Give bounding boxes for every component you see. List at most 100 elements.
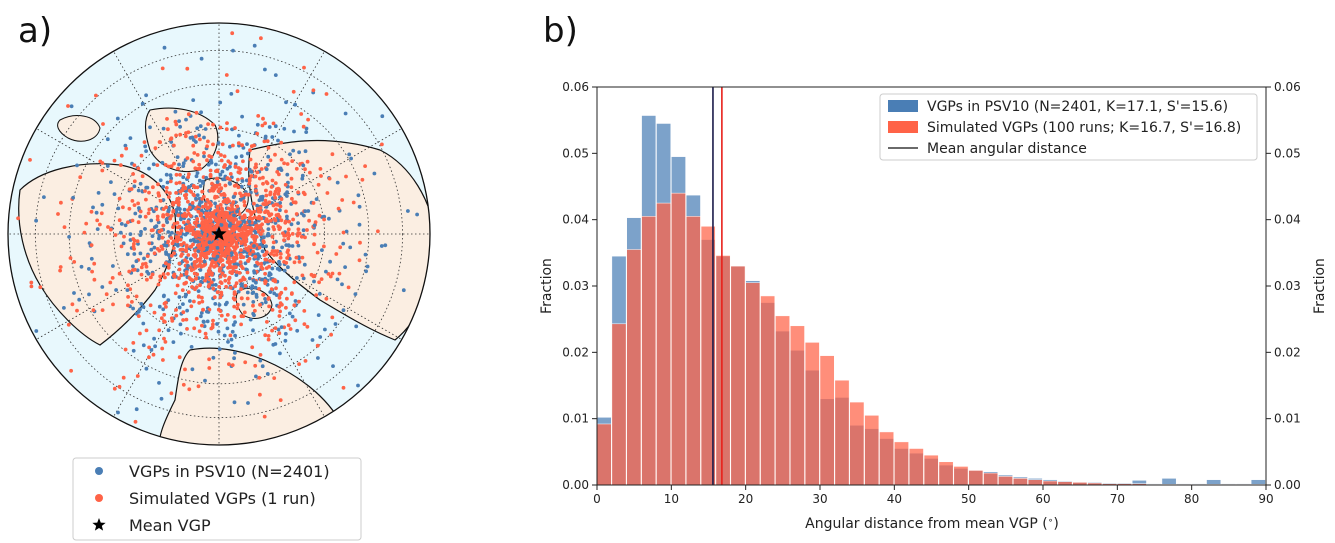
- vgp-point: [158, 140, 163, 145]
- vgp-point: [157, 381, 161, 385]
- vgp-point: [255, 203, 259, 208]
- vgp-point: [145, 269, 150, 274]
- vgp-point: [208, 168, 213, 173]
- simulated-bar: [968, 470, 984, 486]
- vgp-point: [316, 356, 320, 360]
- vgp-point: [268, 258, 272, 263]
- vgp-point: [177, 200, 181, 204]
- vgp-point: [123, 143, 128, 148]
- vgp-point: [179, 273, 184, 278]
- vgp-point: [267, 264, 271, 269]
- vgp-point: [264, 188, 268, 193]
- vgp-point: [265, 209, 270, 214]
- vgp-point: [159, 244, 164, 249]
- vgp-point: [177, 261, 182, 266]
- map-legend-label-simulated: Simulated VGPs (1 run): [129, 489, 316, 508]
- vgp-point: [303, 359, 308, 363]
- vgp-point: [224, 225, 229, 230]
- vgp-point: [246, 401, 250, 405]
- vgp-point: [275, 202, 280, 207]
- vgp-point: [354, 324, 359, 329]
- vgp-point: [167, 195, 171, 199]
- vgp-point: [200, 237, 204, 242]
- vgp-point: [401, 288, 406, 293]
- vgp-point: [38, 285, 43, 290]
- vgp-point: [227, 262, 232, 267]
- vgp-point: [133, 419, 138, 424]
- vgp-point: [236, 177, 240, 182]
- vgp-point: [247, 276, 252, 281]
- vgp-point: [169, 140, 174, 144]
- vgp-point: [278, 255, 283, 260]
- vgp-point: [230, 127, 235, 132]
- vgp-point: [192, 271, 197, 276]
- vgp-point: [117, 384, 122, 389]
- vgp-point: [260, 249, 265, 254]
- vgp-point: [77, 297, 82, 302]
- vgp-point: [147, 166, 151, 171]
- vgp-point: [146, 211, 151, 216]
- vgp-point: [183, 193, 187, 198]
- vgp-point: [261, 292, 265, 297]
- vgp-point: [184, 249, 189, 254]
- vgp-point: [235, 235, 240, 240]
- vgp-point: [289, 176, 294, 181]
- vgp-point: [225, 197, 230, 201]
- vgp-point: [239, 184, 244, 189]
- vgp-point: [299, 234, 304, 239]
- vgp-point: [230, 216, 234, 221]
- vgp-point: [266, 297, 271, 301]
- vgp-point: [169, 213, 174, 218]
- simulated-bar: [834, 379, 850, 486]
- vgp-point: [143, 227, 147, 231]
- vgp-point: [284, 209, 288, 214]
- vgp-point: [177, 119, 182, 123]
- vgp-point: [211, 318, 215, 323]
- vgp-point: [262, 235, 266, 240]
- vgp-point: [225, 176, 230, 180]
- vgp-point: [227, 181, 232, 185]
- vgp-point: [237, 133, 241, 138]
- vgp-point: [263, 67, 267, 72]
- vgp-point: [227, 235, 232, 240]
- vgp-point: [239, 240, 244, 244]
- vgp-point: [121, 375, 126, 380]
- vgp-point: [204, 214, 209, 219]
- vgp-point: [175, 283, 180, 288]
- vgp-point: [161, 126, 166, 131]
- vgp-point: [273, 152, 277, 157]
- vgp-point: [244, 246, 248, 251]
- vgp-point: [143, 214, 148, 219]
- vgp-point: [198, 268, 203, 272]
- vgp-point: [204, 229, 208, 234]
- vgp-point: [178, 124, 183, 129]
- vgp-point: [151, 162, 156, 167]
- vgp-point: [116, 206, 121, 211]
- vgp-point: [232, 213, 236, 218]
- vgp-point: [195, 217, 200, 221]
- vgp-point: [286, 236, 291, 241]
- vgp-point: [201, 244, 206, 249]
- vgp-point: [202, 263, 207, 267]
- vgp-point: [320, 248, 324, 253]
- vgp-point: [114, 288, 118, 292]
- vgp-point: [148, 125, 152, 130]
- vgp-point: [167, 263, 171, 267]
- vgp-point: [199, 252, 204, 256]
- vgp-point: [89, 256, 94, 261]
- vgp-point: [205, 309, 209, 314]
- y-tick-label-left: 0.02: [562, 345, 589, 359]
- vgp-point: [243, 360, 248, 365]
- vgp-point: [149, 228, 154, 233]
- vgp-point: [164, 186, 169, 190]
- map-legend-label-mean: Mean VGP: [129, 516, 211, 535]
- legend-label-simulated: Simulated VGPs (100 runs; K=16.7, S'=16.…: [927, 120, 1241, 136]
- vgp-point: [174, 133, 179, 138]
- vgp-point: [200, 323, 204, 328]
- vgp-point: [236, 289, 241, 294]
- vgp-point: [128, 136, 133, 141]
- vgp-point: [290, 159, 295, 164]
- vgp-point: [159, 316, 164, 321]
- vgp-point: [268, 290, 273, 294]
- vgp-point: [311, 88, 316, 93]
